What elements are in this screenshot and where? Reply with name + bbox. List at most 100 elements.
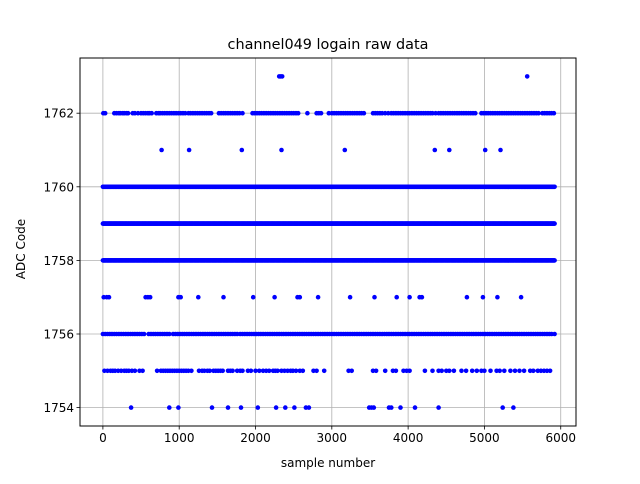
data-point bbox=[552, 331, 557, 337]
data-point bbox=[176, 405, 181, 410]
data-point bbox=[474, 368, 480, 374]
data-point bbox=[393, 368, 399, 374]
data-point bbox=[167, 331, 172, 337]
data-point bbox=[521, 368, 527, 374]
y-tick-label: 1754 bbox=[43, 401, 74, 415]
data-point bbox=[495, 294, 500, 300]
data-point bbox=[347, 294, 353, 300]
data-point bbox=[225, 405, 231, 410]
data-point bbox=[149, 110, 154, 116]
data-point bbox=[318, 110, 324, 116]
chart-title: channel049 logain raw data bbox=[228, 37, 429, 53]
data-point bbox=[178, 294, 183, 300]
x-axis-ticks: 0 1000 2000 3000 4000 5000 6000 bbox=[99, 426, 576, 445]
data-point bbox=[447, 147, 452, 153]
data-point bbox=[283, 405, 288, 410]
data-point bbox=[106, 294, 112, 300]
data-point bbox=[292, 405, 297, 410]
data-point bbox=[511, 405, 516, 410]
data-point bbox=[552, 184, 557, 190]
data-point bbox=[253, 368, 258, 374]
data-point bbox=[154, 368, 160, 374]
data-point bbox=[196, 294, 201, 300]
data-point bbox=[321, 368, 327, 374]
data-point bbox=[552, 258, 557, 263]
data-point bbox=[238, 405, 244, 410]
data-point bbox=[230, 368, 235, 374]
data-point bbox=[373, 368, 379, 374]
data-point bbox=[372, 294, 377, 300]
data-point bbox=[248, 368, 254, 374]
data-point bbox=[300, 368, 306, 374]
x-tick-label: 3000 bbox=[317, 431, 348, 445]
data-point bbox=[488, 368, 493, 374]
data-point bbox=[275, 368, 280, 374]
data-point bbox=[436, 405, 441, 410]
data-point bbox=[398, 405, 403, 410]
data-point bbox=[412, 405, 418, 410]
y-tick-label: 1758 bbox=[43, 254, 74, 268]
data-point bbox=[266, 368, 272, 374]
data-point bbox=[524, 74, 530, 79]
data-point bbox=[447, 368, 452, 374]
data-point bbox=[464, 294, 470, 300]
data-point bbox=[239, 147, 245, 153]
data-point bbox=[141, 331, 147, 337]
data-point bbox=[422, 368, 428, 374]
data-point bbox=[517, 368, 522, 374]
data-point bbox=[305, 110, 310, 116]
data-point bbox=[125, 110, 131, 116]
data-point bbox=[147, 294, 153, 300]
data-point bbox=[208, 110, 214, 116]
x-tick-label: 6000 bbox=[545, 431, 576, 445]
data-point bbox=[407, 294, 412, 300]
data-point bbox=[209, 405, 215, 410]
y-axis-label: ADC Code bbox=[14, 219, 28, 279]
data-point bbox=[257, 368, 262, 374]
data-point bbox=[221, 294, 226, 300]
data-point bbox=[473, 110, 478, 116]
y-tick-label: 1762 bbox=[43, 107, 74, 121]
data-point bbox=[295, 110, 301, 116]
data-point bbox=[552, 221, 557, 226]
data-point bbox=[186, 147, 192, 153]
data-point bbox=[159, 147, 164, 153]
data-point bbox=[315, 294, 321, 300]
data-point bbox=[531, 368, 536, 374]
data-point bbox=[140, 368, 145, 374]
data-point bbox=[407, 368, 412, 374]
data-point bbox=[502, 368, 507, 374]
x-tick-label: 2000 bbox=[240, 431, 271, 445]
data-point bbox=[132, 368, 138, 374]
data-point bbox=[240, 110, 245, 116]
data-point bbox=[255, 405, 261, 410]
data-point bbox=[469, 368, 475, 374]
data-point bbox=[451, 368, 457, 374]
data-point bbox=[500, 405, 506, 410]
data-point bbox=[349, 368, 355, 374]
data-point bbox=[250, 294, 256, 300]
data-point bbox=[508, 368, 513, 374]
y-tick-label: 1760 bbox=[43, 180, 74, 194]
data-point bbox=[102, 110, 108, 116]
data-point bbox=[297, 294, 303, 300]
y-tick-label: 1756 bbox=[43, 328, 74, 342]
data-point bbox=[272, 294, 277, 300]
data-point bbox=[314, 368, 319, 374]
x-tick-label: 1000 bbox=[164, 431, 195, 445]
data-point bbox=[279, 74, 285, 79]
data-point bbox=[512, 368, 518, 374]
data-point bbox=[482, 147, 488, 153]
data-point bbox=[293, 368, 299, 374]
data-point bbox=[342, 147, 348, 153]
x-tick-label: 5000 bbox=[469, 431, 500, 445]
data-point bbox=[371, 405, 377, 410]
data-point bbox=[167, 405, 172, 410]
data-point bbox=[498, 147, 503, 153]
data-point bbox=[419, 294, 425, 300]
data-point bbox=[128, 405, 134, 410]
x-axis-label: sample number bbox=[281, 456, 375, 470]
data-point bbox=[463, 368, 469, 374]
data-point bbox=[547, 368, 553, 374]
